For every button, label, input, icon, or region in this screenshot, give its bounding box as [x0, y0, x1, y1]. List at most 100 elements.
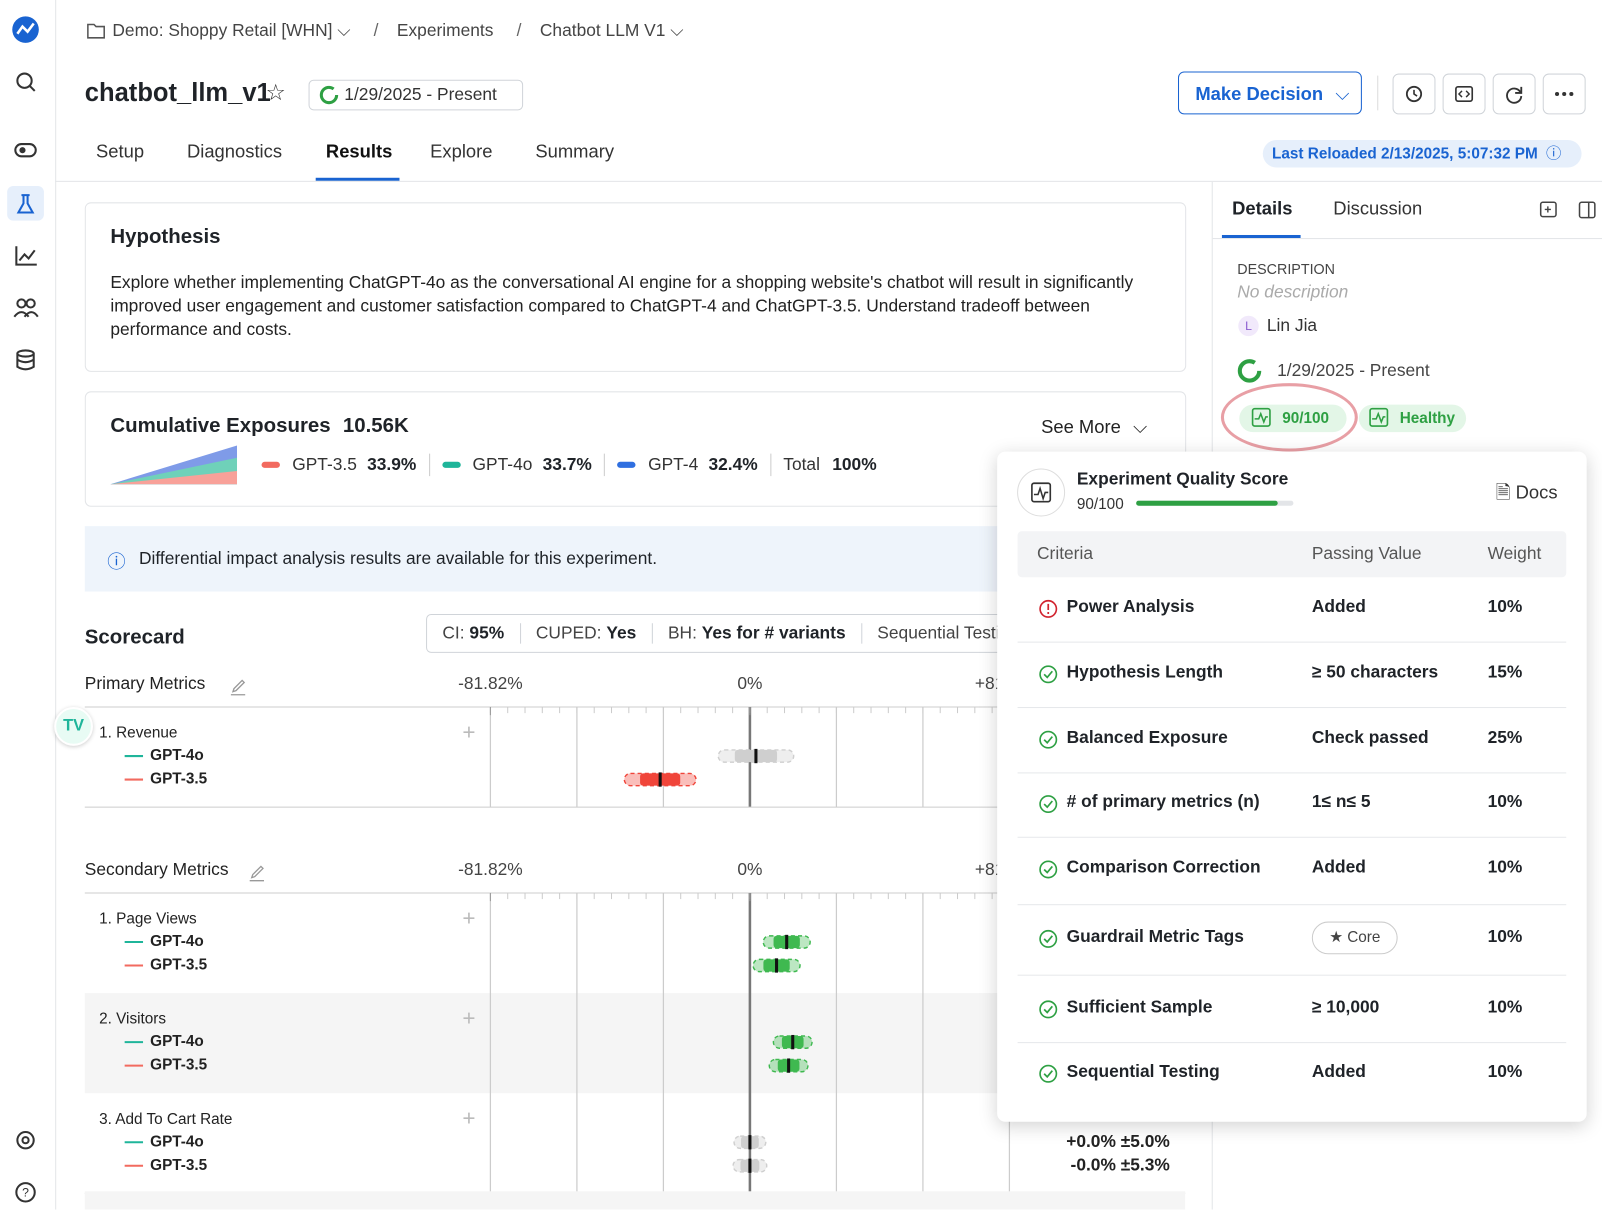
- folder-icon: [87, 23, 105, 39]
- breadcrumb: Demo: Shoppy Retail [WHN] ⌵ / Experiments…: [112, 20, 684, 40]
- section-title: Secondary Metrics: [85, 859, 229, 879]
- criteria: Sequential Testing: [1066, 1061, 1220, 1081]
- status-glyph: [1043, 1070, 1053, 1079]
- value-label: -0.0% ±5.3%: [1071, 1154, 1170, 1174]
- header-border: [55, 180, 1602, 182]
- sidebar-icons: ?: [7, 16, 44, 1203]
- criteria: Power Analysis: [1066, 596, 1195, 617]
- reload-button[interactable]: [1492, 73, 1536, 115]
- score-fill: [1136, 500, 1278, 506]
- breadcrumb-item[interactable]: Experiments: [396, 20, 494, 40]
- health: Healthy: [1399, 409, 1456, 428]
- weight: 25%: [1487, 727, 1523, 747]
- status-circle: [1039, 860, 1058, 879]
- criteria: Balanced Exposure: [1066, 727, 1228, 747]
- legend-divider: [428, 453, 430, 477]
- history-button[interactable]: [1392, 73, 1436, 115]
- variant-name: GPT-3.5: [150, 957, 208, 974]
- tab[interactable]: Summary: [535, 140, 615, 162]
- tab[interactable]: Results: [325, 140, 393, 162]
- tab[interactable]: Diagnostics: [186, 140, 283, 162]
- highlight-ring: [1220, 383, 1358, 452]
- status-icon: [1039, 1064, 1058, 1083]
- metric-name: 1. Revenue: [99, 725, 177, 742]
- status-circle: [1039, 599, 1058, 618]
- table-header: Criteria Passing Value Weight: [1017, 531, 1567, 578]
- status-circle: [1039, 730, 1058, 749]
- tag-chip: ★ Core: [1311, 921, 1398, 955]
- add-icon: +: [462, 905, 475, 930]
- criteria: Sufficient Sample: [1066, 997, 1213, 1017]
- tab[interactable]: Explore: [430, 140, 493, 162]
- code-button[interactable]: [1442, 73, 1486, 115]
- x-tick-label: -81.82%: [458, 673, 523, 693]
- row-divider: [1017, 1041, 1567, 1043]
- setting-value: Yes for # variants: [701, 623, 846, 643]
- legend-divider: [769, 453, 772, 477]
- setting: CI: 95%: [427, 623, 519, 643]
- status-glyph: [1043, 670, 1053, 679]
- panel-tab[interactable]: Details: [1232, 198, 1293, 219]
- section-title: Primary Metrics: [85, 673, 206, 693]
- exposures-label: Cumulative Exposures: [110, 414, 331, 438]
- column-header: Weight: [1487, 543, 1542, 563]
- variant-name: GPT-3.5: [150, 771, 208, 788]
- more-button[interactable]: [1542, 73, 1586, 115]
- scorecard-settings: CI: 95% CUPED: Yes BH: Yes for # variants S…: [426, 614, 1036, 653]
- add-icon: +: [462, 1006, 475, 1031]
- row-divider: [1017, 707, 1567, 709]
- add-icon: +: [462, 1106, 475, 1131]
- make-decision-button[interactable]: Make Decision ⌵: [1177, 71, 1362, 115]
- chip-icon: [1369, 407, 1389, 427]
- column-header: Criteria: [1037, 543, 1093, 563]
- hypothesis-text: Explore whether implementing ChatGPT-4o …: [110, 272, 1134, 340]
- criteria: # of primary metrics (n): [1066, 791, 1260, 812]
- date-range: 1/29/2025 - Present: [344, 84, 497, 105]
- button-label: Make Decision: [1195, 83, 1324, 105]
- weight: 10%: [1487, 997, 1523, 1017]
- legend-swatch: [617, 461, 636, 468]
- variant-name: GPT-4o: [150, 933, 204, 950]
- status-circle: [1039, 665, 1058, 684]
- status-icon: [1039, 795, 1058, 814]
- weight: 10%: [1487, 857, 1523, 877]
- setting-value: 95%: [469, 623, 505, 643]
- weight: 10%: [1487, 791, 1523, 812]
- tab[interactable]: Setup: [96, 140, 145, 162]
- breadcrumb-item[interactable]: Demo: Shoppy Retail [WHN]: [112, 20, 333, 40]
- svg-text:?: ?: [22, 1186, 29, 1200]
- column-header: Passing Value: [1311, 543, 1422, 563]
- legend-share: 33.9%: [367, 454, 417, 475]
- passing-value: Check passed: [1311, 727, 1429, 747]
- popover-title: Experiment Quality Score: [1076, 468, 1289, 489]
- status-circle: [1039, 1000, 1058, 1019]
- docs-label: Docs: [1515, 482, 1558, 503]
- legend-share: 33.7%: [542, 454, 592, 475]
- criteria: Guardrail Metric Tags: [1066, 926, 1244, 947]
- panel-icons[interactable]: [1538, 199, 1599, 221]
- weight: 10%: [1487, 596, 1523, 617]
- star-button[interactable]: ☆: [265, 79, 286, 106]
- popover-score: 90/100: [1076, 495, 1124, 513]
- setting: Sequential Testing: [860, 623, 1034, 644]
- weight: 10%: [1487, 1061, 1523, 1081]
- breadcrumb-item[interactable]: Chatbot LLM V1: [539, 20, 666, 40]
- docs-link[interactable]: 🗎 Docs: [1495, 482, 1558, 503]
- status-circle: [1039, 795, 1058, 814]
- legend-name: GPT-4o: [472, 454, 533, 475]
- panel-tab[interactable]: Discussion: [1333, 198, 1423, 219]
- variant-name: GPT-4o: [150, 1033, 204, 1050]
- status-icon: [1039, 929, 1058, 948]
- see-more-button[interactable]: See More ⌵: [1041, 416, 1148, 438]
- legend-divider: [604, 453, 606, 477]
- legend-name: GPT-4: [648, 454, 699, 475]
- notice-text: Differential impact analysis results are…: [138, 548, 658, 569]
- last-reloaded-text: Last Reloaded 2/13/2025, 5:07:32 PM: [1271, 145, 1538, 163]
- description: No description: [1237, 281, 1349, 302]
- divider: [1377, 75, 1379, 111]
- row-divider: [1017, 836, 1567, 838]
- hypothesis-title: Hypothesis: [110, 225, 221, 249]
- see-more-label: See More: [1041, 416, 1121, 438]
- metric-name: 1. Page Views: [99, 911, 197, 928]
- owner-avatar: L: [1238, 315, 1259, 337]
